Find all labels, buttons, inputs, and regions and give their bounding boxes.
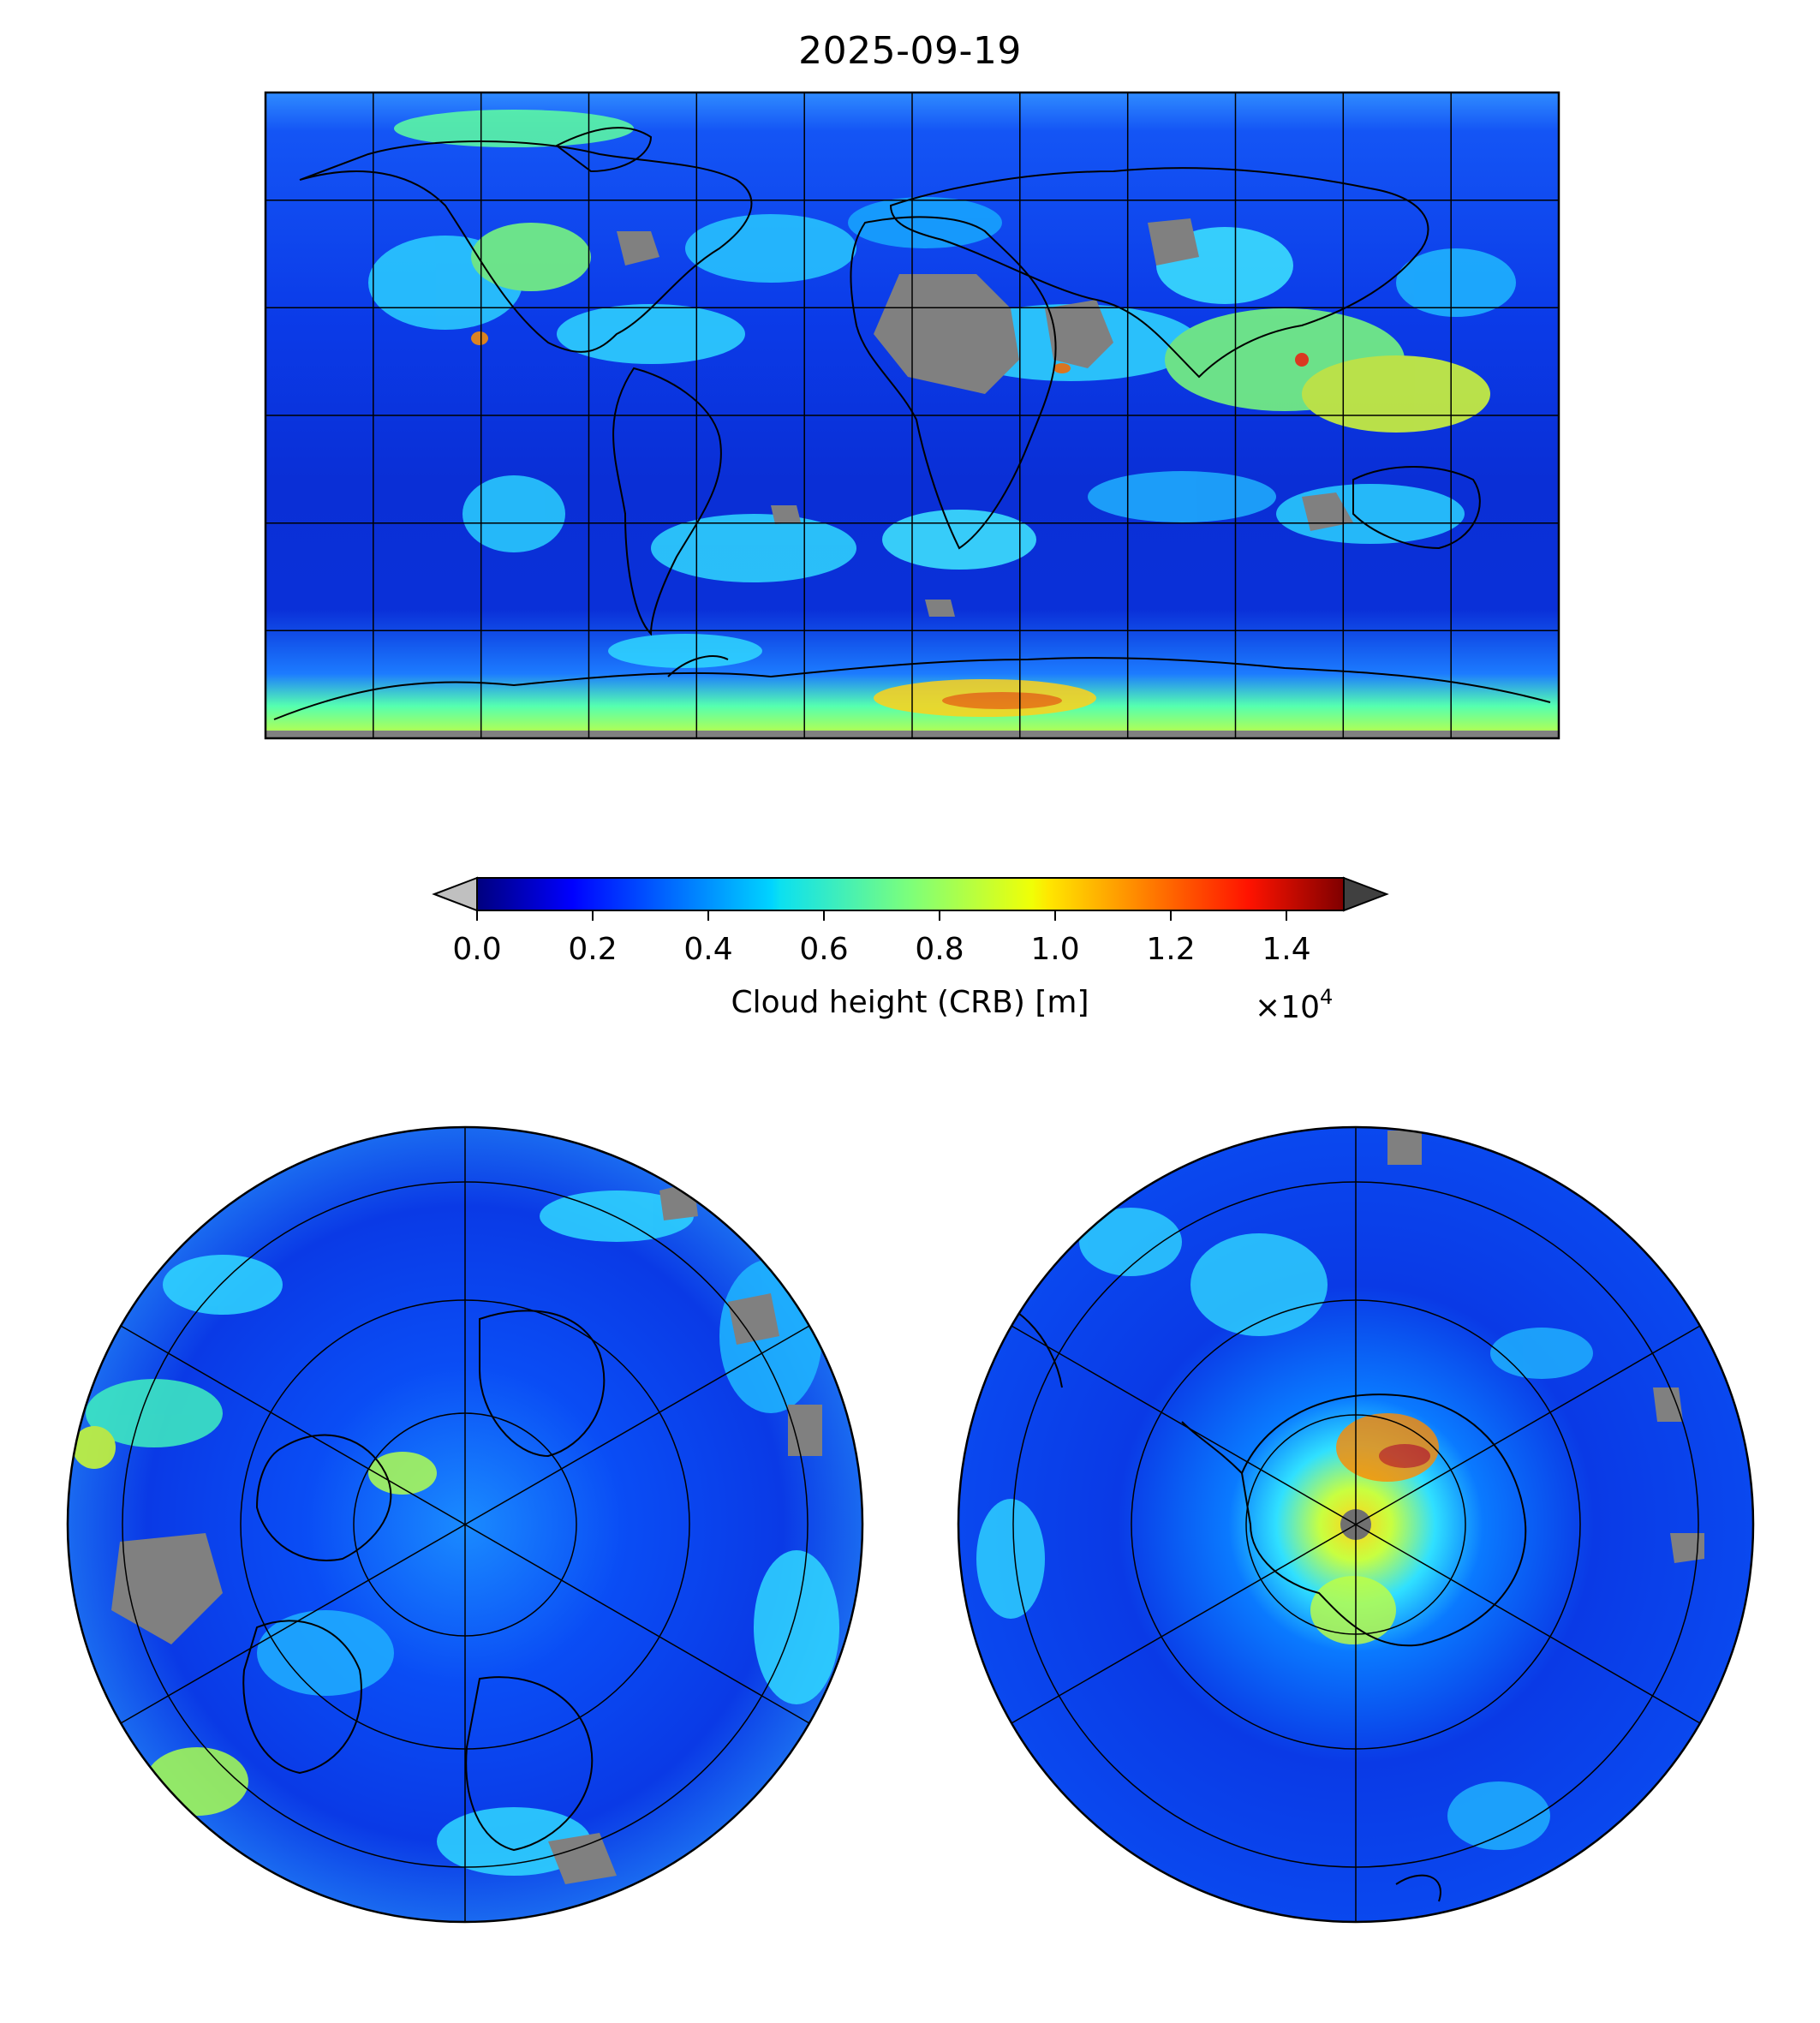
figure-title: 2025-09-19 (798, 29, 1022, 73)
world-cloud-features (368, 110, 1516, 717)
colorbar-multiplier: ×104 (1255, 985, 1333, 1025)
colorbar-tick-2: 0.4 (683, 932, 732, 967)
south-polar-map (957, 1125, 1755, 1924)
south-map-frame (957, 1125, 1755, 1924)
north-cloud-features (73, 1191, 839, 1876)
north-map-frame (66, 1125, 864, 1924)
north-gridlines (120, 1127, 810, 1922)
colorbar-tick-0: 0.0 (452, 932, 501, 967)
colorbar-tick-labels: 0.0 0.2 0.4 0.6 0.8 1.0 1.2 1.4 (452, 932, 1310, 967)
colorbar-multiplier-base: ×10 (1255, 990, 1320, 1025)
south-gridlines (1011, 1127, 1701, 1922)
colorbar-under-extension (432, 876, 478, 912)
world-map (264, 91, 1560, 740)
colorbar-gradient (476, 877, 1345, 911)
colorbar-tick-5: 1.0 (1030, 932, 1079, 967)
colorbar-ticks (476, 910, 1287, 921)
world-coastlines (273, 127, 1551, 720)
colorbar-over-extension (1343, 876, 1389, 912)
colorbar-label: Cloud height (CRB) [m] (731, 985, 1089, 1020)
south-missing-data (1340, 1131, 1704, 1563)
colorbar-tick-3: 0.6 (799, 932, 848, 967)
colorbar: 0.0 0.2 0.4 0.6 0.8 1.0 1.2 1.4 (432, 876, 1389, 967)
colorbar-multiplier-exponent: 4 (1319, 985, 1334, 1009)
south-cloud-features (976, 1208, 1593, 1850)
north-coastlines (242, 1310, 606, 1852)
colorbar-tick-1: 0.2 (568, 932, 617, 967)
world-map-frame (264, 91, 1560, 740)
north-polar-map (66, 1125, 864, 1924)
colorbar-tick-4: 0.8 (915, 932, 964, 967)
north-missing-data (111, 1182, 822, 1884)
colorbar-tick-6: 1.2 (1146, 932, 1195, 967)
colorbar-tick-7: 1.4 (1262, 932, 1310, 967)
world-gridlines (266, 92, 1559, 738)
